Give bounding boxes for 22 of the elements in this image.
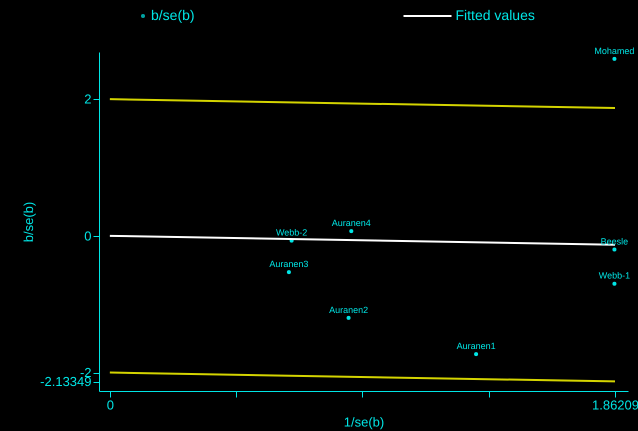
point	[346, 316, 351, 320]
x-axis-title: 1/se(b)	[344, 414, 384, 430]
legend-label: b/se(b)	[151, 7, 195, 23]
point	[286, 270, 291, 274]
point	[612, 282, 616, 286]
point	[474, 352, 478, 356]
y-tick-label: 0	[84, 228, 92, 244]
annotation: Beesle	[600, 236, 628, 247]
point	[612, 248, 616, 252]
annotation: Auranen3	[269, 259, 308, 270]
y-axis-title: b/se(b)	[21, 202, 36, 242]
point	[349, 229, 354, 234]
legend-label: Fitted values	[456, 7, 535, 23]
point	[612, 56, 616, 61]
annotation: Webb-2	[276, 228, 308, 238]
y-tick-label: 2	[84, 92, 92, 107]
annotation: Webb-1	[598, 270, 630, 281]
annotation: Auranen2	[329, 304, 368, 315]
annotation: Mohamed	[594, 46, 634, 56]
x-tick-label: 1.86209	[592, 398, 638, 412]
annotation: Auranen4	[332, 218, 371, 228]
annotation: Auranen1	[456, 341, 496, 352]
